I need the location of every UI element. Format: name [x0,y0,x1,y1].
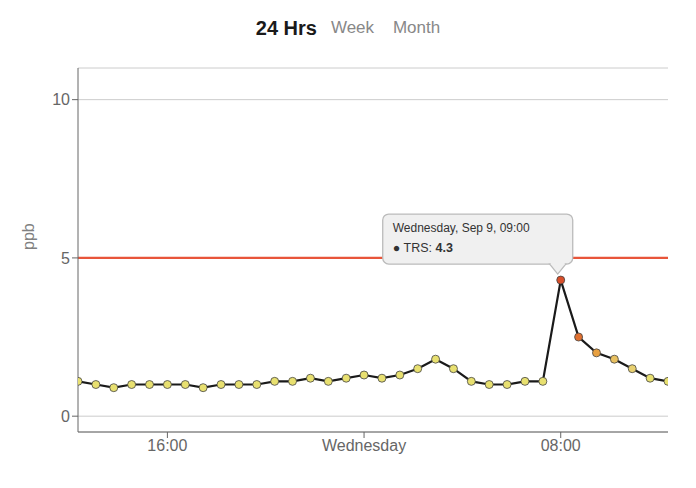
html-text:Week Month: Week Month [330,18,441,37]
svg-text:16:00: 16:00 [147,437,187,454]
svg-text:Wednesday: Wednesday [322,437,406,454]
svg-text:Wednesday, Sep 9, 09:00: Wednesday, Sep 9, 09:00 [393,221,530,235]
svg-text:10: 10 [52,91,70,108]
html-text:24 Hrs: 24 Hrs [255,16,317,39]
svg-text:5: 5 [61,250,70,267]
svg-text:0: 0 [61,408,70,425]
svg-text:ppb: ppb [20,223,37,250]
svg-text:08:00: 08:00 [541,437,581,454]
svg-text:● TRS: 4.3: ● TRS: 4.3 [393,241,453,255]
